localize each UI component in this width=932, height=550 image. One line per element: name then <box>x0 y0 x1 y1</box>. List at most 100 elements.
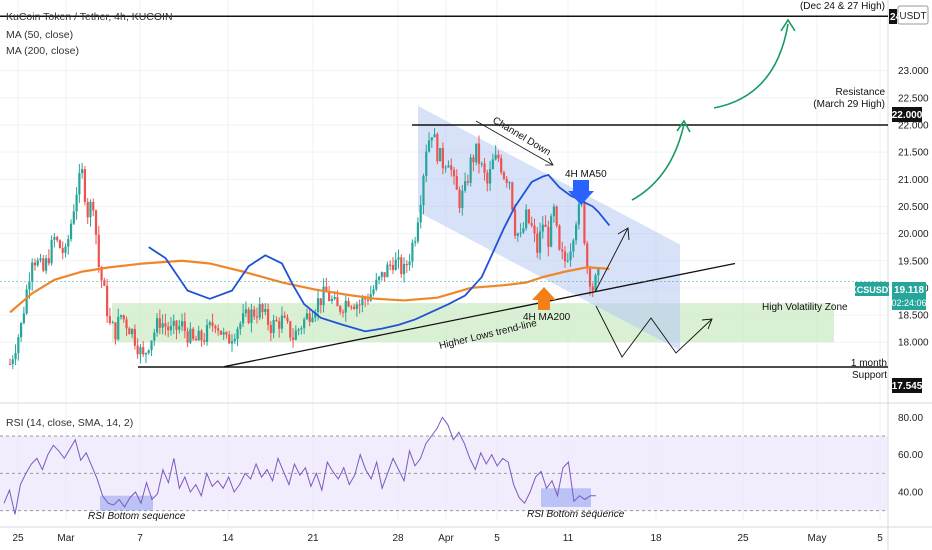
candle-body <box>591 286 594 291</box>
candle-body <box>136 345 139 355</box>
candle-body <box>391 264 395 270</box>
candle-body <box>522 228 525 233</box>
candle-body <box>47 258 50 264</box>
candle-body <box>355 304 358 309</box>
candle-body <box>364 298 367 300</box>
candle-body <box>261 304 264 313</box>
candle-body <box>502 172 506 179</box>
candle-body <box>217 328 220 331</box>
symbol-box <box>855 282 889 296</box>
candle-body <box>230 341 234 344</box>
candle-body <box>541 224 544 232</box>
candle-body <box>225 332 228 335</box>
candle-body <box>505 178 508 183</box>
candle-body <box>61 248 64 253</box>
candle-body <box>366 299 370 301</box>
candle-body <box>150 340 153 351</box>
candle-body <box>386 264 389 278</box>
candle-body <box>297 329 300 331</box>
candle-body <box>258 304 261 318</box>
candle-body <box>214 326 217 329</box>
candle-body <box>155 318 159 333</box>
candle-body <box>458 189 461 209</box>
currency-chip[interactable] <box>897 5 929 25</box>
candle-body <box>483 163 486 173</box>
candle-body <box>22 313 25 323</box>
candle-body <box>158 318 161 328</box>
candle-body <box>308 313 311 322</box>
candle-body <box>78 173 81 195</box>
candle-body <box>572 240 575 252</box>
candle-body <box>44 258 48 271</box>
candle-body <box>525 209 528 229</box>
candle-body <box>250 309 253 323</box>
candle-body <box>508 182 511 184</box>
candle-body <box>272 319 275 334</box>
candle-body <box>433 134 436 138</box>
candle-body <box>83 169 87 202</box>
candle-body <box>477 143 481 164</box>
candle-body <box>275 319 278 322</box>
candle-body <box>192 328 195 339</box>
candle-body <box>236 328 239 339</box>
candle-body <box>558 225 561 250</box>
green-arrowhead-2 <box>780 18 796 32</box>
candle-body <box>289 321 292 338</box>
candle-body <box>330 299 333 302</box>
ma50-note: 4H MA50 <box>565 169 607 180</box>
support-price-label: 17.545 <box>892 381 923 392</box>
channel-arrow-line <box>475 120 554 166</box>
candle-body <box>69 223 73 240</box>
candle-body <box>200 330 203 341</box>
candle-body <box>400 257 403 275</box>
candle-body <box>311 317 314 322</box>
candle-body <box>294 330 297 340</box>
candle-body <box>377 276 381 280</box>
candle-body <box>28 281 31 290</box>
candle-body <box>17 337 20 353</box>
candle-body <box>56 237 59 241</box>
candle-body <box>164 323 167 327</box>
rsi-pane <box>0 416 888 515</box>
candle-body <box>500 158 503 173</box>
projection-up-head <box>617 227 630 241</box>
candle-body <box>491 159 494 170</box>
resistance-price-label: 22.000 <box>892 110 923 121</box>
candle-body <box>144 353 148 355</box>
candle-body <box>569 251 572 261</box>
rsi-tick-label: 40.00 <box>898 488 923 499</box>
candle-body <box>300 328 303 330</box>
candle-body <box>39 258 42 261</box>
candle-body <box>183 321 186 332</box>
candle-body <box>283 315 286 318</box>
candle-body <box>20 322 23 338</box>
rsi-tick-label: 80.00 <box>898 413 923 424</box>
top-price-label: 24 <box>890 12 902 23</box>
candle-body <box>322 286 325 306</box>
rsi-axis: 80.00 60.00 40.00 <box>898 413 923 499</box>
candle-body <box>427 140 431 152</box>
candle-body <box>280 315 284 329</box>
countdown-label: 02:24:06 <box>891 298 926 308</box>
symbol-label: KCSUSDT <box>850 285 894 295</box>
candle-body <box>475 143 478 163</box>
candle-body <box>469 157 472 183</box>
candle-body <box>122 315 125 320</box>
candle-body <box>291 337 295 340</box>
candle-body <box>566 260 569 262</box>
candle-body <box>264 309 267 313</box>
moving-average-lines <box>9 173 611 333</box>
candle-body <box>583 201 586 244</box>
candle-body <box>530 223 533 226</box>
candle-body <box>430 137 433 141</box>
ma200-legend: MA (200, close) <box>6 45 79 57</box>
candle-body <box>255 316 259 318</box>
candle-body <box>444 167 447 169</box>
candle-body <box>139 347 142 355</box>
candle-body <box>577 204 580 225</box>
candle-body <box>100 267 103 281</box>
candle-body <box>375 279 378 290</box>
rsi-bottom-note-2: RSI Bottom sequence <box>527 509 625 520</box>
green-arrowhead-1 <box>676 119 691 133</box>
